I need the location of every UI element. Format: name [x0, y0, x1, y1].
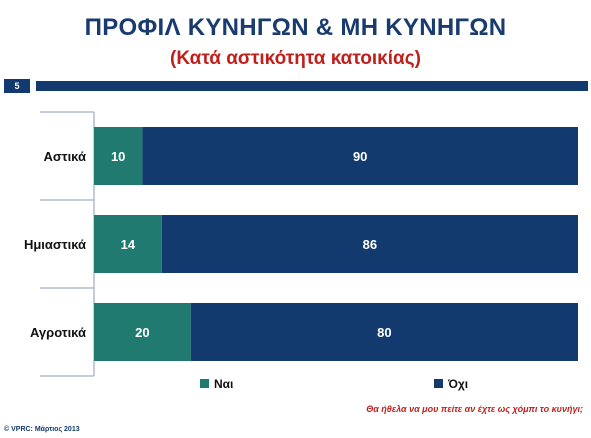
category-label: Ημιαστικά	[24, 237, 86, 252]
page-title: ΠΡΟΦΙΛ ΚΥΝΗΓΩΝ & ΜΗ ΚΥΝΗΓΩΝ	[84, 14, 507, 41]
bar-segment	[190, 303, 579, 361]
data-label: 10	[111, 149, 125, 164]
stacked-bar-chart: Αστικά 10 90 Ημιαστικά 14 86 Αγροτικά 20 80 Ναι Όχ…	[24, 111, 579, 391]
data-label: 14	[121, 237, 136, 252]
bar-segment	[94, 127, 143, 185]
category-label: Αστικά	[43, 149, 86, 164]
category-label: Αγροτικά	[30, 325, 86, 340]
survey-question: Θα ήθελα να μου πείτε αν έχτε ως χόμπι τ…	[366, 404, 583, 414]
bar-segment	[94, 215, 162, 273]
legend-label: Ναι	[214, 377, 233, 391]
data-label: 86	[363, 237, 377, 252]
legend-swatch	[434, 379, 443, 388]
legend-label: Όχι	[447, 377, 468, 391]
bar-segment	[161, 215, 578, 273]
data-label: 20	[135, 325, 149, 340]
data-label: 80	[377, 325, 391, 340]
header-rule	[36, 81, 588, 91]
page-number: 5	[4, 79, 30, 93]
legend-swatch	[200, 379, 209, 388]
bar-segment	[142, 127, 578, 185]
data-label: 90	[353, 149, 367, 164]
copyright-note: © VPRC: Μάρτιος 2013	[4, 426, 80, 433]
page-subtitle: (Κατά αστικότητα κατοικίας)	[170, 48, 421, 69]
bar-segment	[94, 303, 191, 361]
